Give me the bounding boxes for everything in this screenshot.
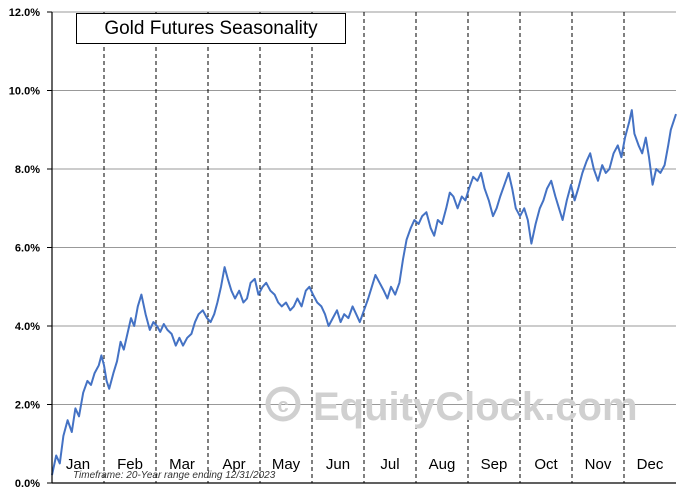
month-label: Jan	[66, 456, 90, 473]
y-tick-label: 6.0%	[15, 243, 40, 255]
watermark-text: EquityClock.com	[313, 385, 638, 429]
month-label: Apr	[222, 456, 245, 473]
month-label: Sep	[481, 456, 508, 473]
timeframe-footnote: Timeframe: 20-Year range ending 12/31/20…	[73, 470, 276, 481]
y-tick-label: 2.0%	[15, 400, 40, 412]
month-label: Jul	[380, 456, 399, 473]
seasonality-line	[51, 109, 677, 476]
y-tick-label: 4.0%	[15, 321, 40, 333]
y-tick-label: 8.0%	[15, 164, 40, 176]
y-tick-label: 0.0%	[15, 478, 40, 490]
month-label: Oct	[534, 456, 558, 473]
month-label: Aug	[429, 456, 456, 473]
month-label: Feb	[117, 456, 143, 473]
month-label: Dec	[637, 456, 664, 473]
month-label: Nov	[585, 456, 612, 473]
month-label: May	[272, 456, 301, 473]
y-tick-label: 12.0%	[9, 7, 40, 19]
copyright-icon-letter: c	[277, 395, 288, 417]
month-label: Jun	[326, 456, 350, 473]
chart-title: Gold Futures Seasonality	[76, 13, 346, 44]
copyright-icon	[265, 386, 301, 422]
y-tick-label: 10.0%	[9, 86, 40, 98]
month-label: Mar	[169, 456, 195, 473]
